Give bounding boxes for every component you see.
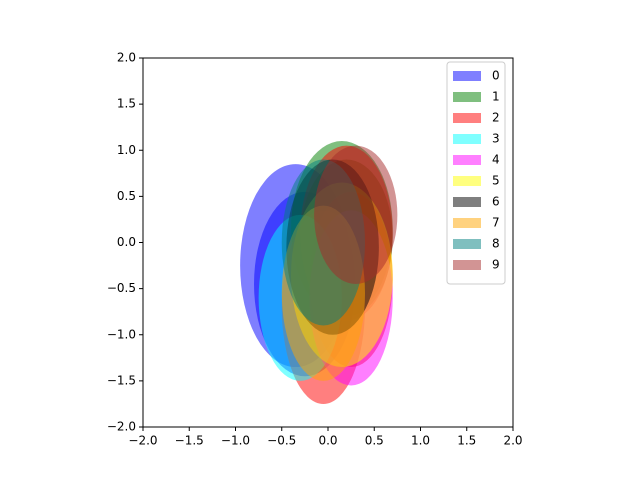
legend-swatch — [453, 239, 481, 249]
x-tick-label: −1.5 — [175, 434, 204, 448]
legend: 0 1 2 3 4 5 6 7 8 9 — [446, 61, 506, 285]
y-tick-label: −2.0 — [107, 420, 136, 434]
legend-swatch — [453, 176, 481, 186]
x-tick-label: 2.0 — [503, 434, 522, 448]
legend-swatch — [453, 134, 481, 144]
legend-label: 6 — [492, 195, 500, 209]
y-tick-label: −1.0 — [107, 327, 136, 341]
y-tick-label: 2.0 — [117, 51, 136, 65]
legend-label: 4 — [492, 153, 500, 167]
legend-swatch — [453, 92, 481, 102]
legend-label: 9 — [492, 258, 500, 272]
legend-label: 1 — [492, 90, 500, 104]
legend-swatch — [453, 71, 481, 81]
legend-label: 3 — [492, 132, 500, 146]
plot-area — [240, 141, 398, 404]
y-tick-label: 1.0 — [117, 143, 136, 157]
legend-swatch — [453, 260, 481, 270]
x-tick-label: −1.0 — [221, 434, 250, 448]
y-tick-label: 0.0 — [117, 235, 136, 249]
legend-label: 8 — [492, 237, 500, 251]
y-tick-label: 0.5 — [117, 189, 136, 203]
x-tick-label: 1.5 — [457, 434, 476, 448]
legend-label: 0 — [492, 69, 500, 83]
ellipse — [314, 145, 398, 285]
legend-swatch — [453, 218, 481, 228]
y-tick-label: 1.5 — [117, 97, 136, 111]
legend-label: 2 — [492, 111, 500, 125]
x-tick-label: −2.0 — [128, 434, 157, 448]
x-tick-label: −0.5 — [267, 434, 296, 448]
legend-swatch — [453, 197, 481, 207]
x-tick-label: 1.0 — [411, 434, 430, 448]
x-tick-label: 0.5 — [365, 434, 384, 448]
legend-swatch — [453, 113, 481, 123]
y-tick-label: −0.5 — [107, 281, 136, 295]
legend-swatch — [453, 155, 481, 165]
legend-label: 7 — [492, 216, 500, 230]
y-tick-label: −1.5 — [107, 373, 136, 387]
x-tick-label: 0.0 — [318, 434, 337, 448]
legend-label: 5 — [492, 174, 500, 188]
